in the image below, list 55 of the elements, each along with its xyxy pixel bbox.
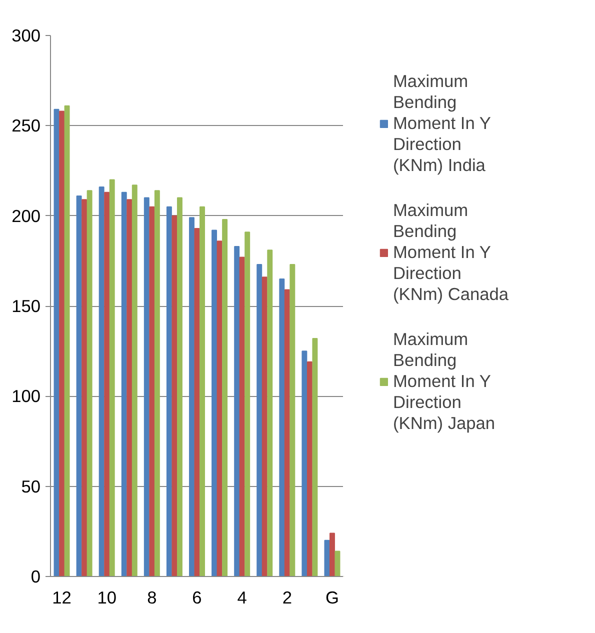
x-tick-label: 12 <box>52 588 72 608</box>
bar <box>86 190 92 576</box>
x-tick-label: G <box>325 588 339 608</box>
y-tick-label: 300 <box>12 26 41 46</box>
bar <box>154 190 160 576</box>
x-tick-label: 10 <box>97 588 116 608</box>
bar <box>98 186 104 576</box>
bar <box>104 192 110 576</box>
bar <box>59 110 65 576</box>
bar <box>144 197 150 576</box>
bar <box>256 264 262 576</box>
bar <box>121 192 127 576</box>
legend-label: Maximum Bending Moment In Y Direction (KNm) Japan <box>393 329 496 434</box>
bar <box>132 184 138 576</box>
bar <box>212 230 218 576</box>
bar <box>109 179 115 576</box>
bar <box>290 264 296 576</box>
x-tick-label: 6 <box>192 588 202 608</box>
y-tick-label: 250 <box>12 116 41 136</box>
bar <box>200 206 205 576</box>
bar <box>64 105 70 576</box>
bar <box>82 199 88 576</box>
bar <box>284 289 290 576</box>
bar <box>216 240 222 576</box>
bar <box>329 532 335 576</box>
x-tick-label: 2 <box>282 588 292 608</box>
legend-label: Maximum Bending Moment In Y Direction (KNm) India <box>393 71 491 176</box>
bar <box>234 246 240 576</box>
bar <box>222 218 228 576</box>
bar <box>324 540 330 576</box>
bar <box>239 256 245 576</box>
y-tick-label: 50 <box>21 476 41 496</box>
x-tick-label: 4 <box>237 588 248 608</box>
bar <box>312 338 318 576</box>
bar <box>267 250 273 576</box>
bar <box>189 217 194 576</box>
bar <box>244 232 250 576</box>
legend-label: Maximum Bending Moment In Y Direction (KNm) Canada <box>393 200 509 305</box>
bar <box>172 215 178 576</box>
x-tick-label: 8 <box>147 588 157 608</box>
y-tick-label: 150 <box>12 296 41 316</box>
bar <box>279 278 285 576</box>
y-tick-label: 200 <box>12 206 41 226</box>
bar <box>194 228 200 576</box>
bar <box>166 206 172 576</box>
bar <box>176 197 182 576</box>
y-tick-label: 0 <box>30 566 41 586</box>
bar <box>76 195 82 576</box>
bar <box>306 361 312 576</box>
y-tick-label: 100 <box>12 386 41 406</box>
bar <box>54 108 60 576</box>
bar <box>149 206 155 576</box>
bar <box>262 276 268 576</box>
bar <box>126 199 132 576</box>
bar <box>302 350 308 576</box>
